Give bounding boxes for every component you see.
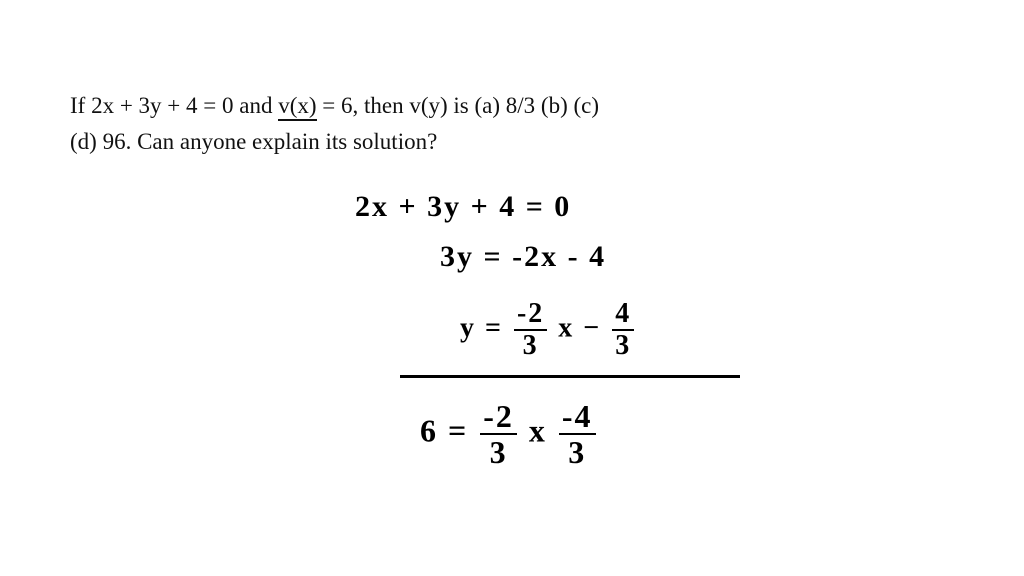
question-line1-post: = 6, then v(y) is (a) 8/3 (b) (c) <box>317 93 600 118</box>
question-line1-pre: If 2x + 3y + 4 = 0 and <box>70 93 278 118</box>
handwriting-line-1: 2x + 3y + 4 = 0 <box>355 190 571 224</box>
hw3-mid: x − <box>558 312 610 343</box>
hw4-frac2-num: -4 <box>559 400 596 432</box>
handwriting-line-3: y = -2 3 x − 4 3 <box>460 300 636 360</box>
hw3-frac2-den: 3 <box>612 332 634 360</box>
hw3-frac2: 4 3 <box>612 300 634 360</box>
handwriting-line-2: 3y = -2x - 4 <box>440 240 606 274</box>
hw4-frac2-den: 3 <box>559 436 596 468</box>
hw4-frac1-num: -2 <box>480 400 517 432</box>
hw3-frac1-num: -2 <box>514 300 547 328</box>
question-line2: (d) 96. Can anyone explain its solution? <box>70 129 437 154</box>
hw4-lhs: 6 = <box>420 412 478 448</box>
hw3-frac1: -2 3 <box>514 300 547 360</box>
hw3-lhs: y = <box>460 312 512 343</box>
hw4-frac1-den: 3 <box>480 436 517 468</box>
question-text: If 2x + 3y + 4 = 0 and v(x) = 6, then v(… <box>70 88 950 159</box>
handwriting-divider <box>400 375 740 378</box>
hw4-frac2: -4 3 <box>559 400 596 468</box>
hw3-frac1-den: 3 <box>514 332 547 360</box>
question-underlined: v(x) <box>278 93 316 121</box>
hw4-frac1: -2 3 <box>480 400 517 468</box>
hw4-mid: x <box>529 412 557 448</box>
handwriting-line-4: 6 = -2 3 x -4 3 <box>420 400 598 468</box>
hw3-frac2-num: 4 <box>612 300 634 328</box>
canvas: If 2x + 3y + 4 = 0 and v(x) = 6, then v(… <box>0 0 1024 576</box>
